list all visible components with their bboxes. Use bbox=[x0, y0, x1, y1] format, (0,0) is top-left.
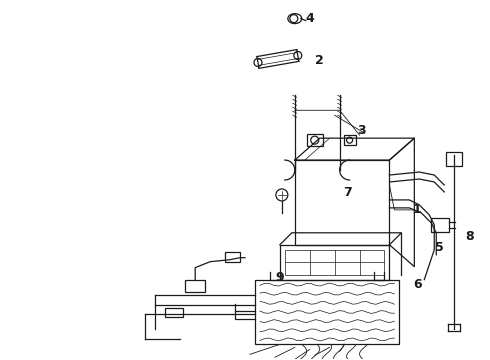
Bar bbox=[446, 152, 462, 166]
Bar bbox=[280, 245, 390, 280]
Text: 1: 1 bbox=[413, 203, 422, 216]
Text: 2: 2 bbox=[316, 54, 324, 67]
Bar bbox=[165, 307, 183, 318]
Bar bbox=[431, 218, 449, 232]
Text: 5: 5 bbox=[435, 241, 443, 254]
Text: 7: 7 bbox=[343, 186, 352, 199]
Bar bbox=[225, 252, 240, 262]
Bar bbox=[307, 134, 323, 146]
Bar bbox=[285, 250, 385, 275]
Bar bbox=[185, 280, 205, 292]
Text: 8: 8 bbox=[465, 230, 473, 243]
Text: 6: 6 bbox=[413, 278, 422, 291]
Text: 3: 3 bbox=[357, 124, 366, 137]
Text: 4: 4 bbox=[305, 12, 314, 25]
Text: 9: 9 bbox=[275, 271, 284, 284]
Bar bbox=[343, 135, 356, 145]
Bar bbox=[295, 160, 390, 245]
Bar bbox=[255, 280, 399, 345]
